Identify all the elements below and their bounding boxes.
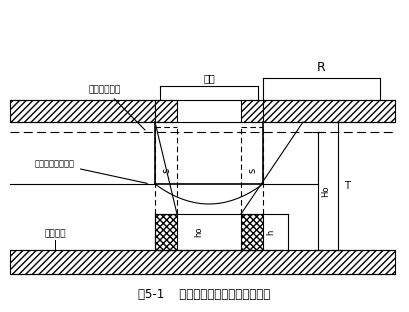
Text: 不透水层: 不透水层 <box>44 229 66 238</box>
Bar <box>10 250 395 274</box>
Text: R: R <box>317 61 326 74</box>
Bar <box>241 100 263 122</box>
Text: 基坑: 基坑 <box>203 73 215 83</box>
Text: s: s <box>161 168 171 173</box>
Text: 图5-1    无压非完整井涌水量计算简图: 图5-1 无压非完整井涌水量计算简图 <box>138 287 270 300</box>
Text: s: s <box>247 168 257 173</box>
Text: 降低后地下水位线: 降低后地下水位线 <box>35 159 147 183</box>
Bar <box>155 214 177 250</box>
Text: ho: ho <box>195 227 204 237</box>
Bar <box>241 214 263 250</box>
Text: T: T <box>344 181 350 191</box>
Bar <box>263 100 395 122</box>
Text: 原地下水位线: 原地下水位线 <box>89 85 145 130</box>
Bar <box>155 100 177 122</box>
Bar <box>10 100 155 122</box>
Text: h: h <box>267 229 276 235</box>
Text: Ho: Ho <box>321 185 330 197</box>
